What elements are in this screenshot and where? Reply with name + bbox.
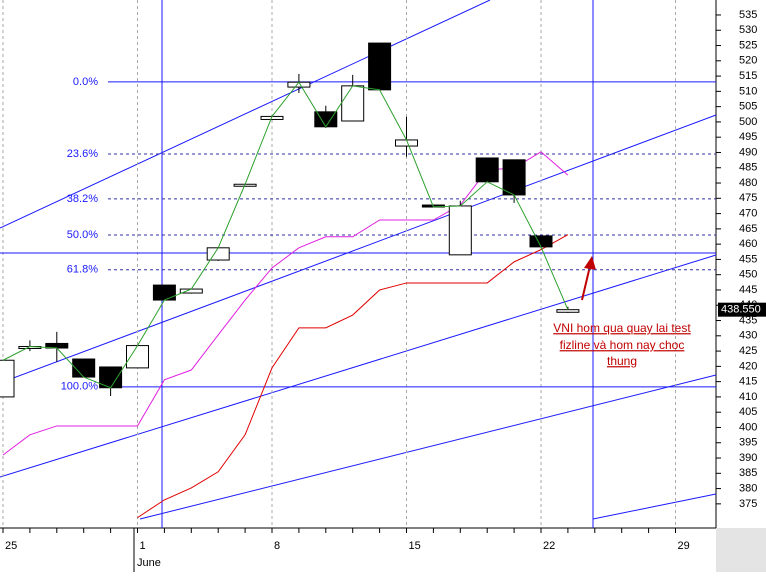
- y-tick-label: 510: [739, 85, 757, 97]
- trendline: [0, 0, 491, 229]
- trendline: [592, 493, 717, 520]
- fib-label: 0.0%: [73, 76, 98, 88]
- y-tick-label: 490: [739, 146, 757, 158]
- y-tick-label: 385: [739, 467, 757, 479]
- month-label: June: [137, 557, 161, 569]
- fib-label: 38.2%: [67, 193, 98, 205]
- fib-label: 50.0%: [67, 229, 98, 241]
- x-tick-label: 1: [140, 540, 146, 552]
- y-tick-label: 410: [739, 391, 757, 403]
- y-tick-label: 535: [739, 9, 757, 21]
- y-tick-label: 435: [739, 314, 757, 326]
- candle-body: [0, 359, 15, 398]
- y-tick-label: 520: [739, 55, 757, 67]
- y-tick-label: 420: [739, 360, 757, 372]
- candle-body: [529, 235, 553, 248]
- y-tick-label: 415: [739, 376, 757, 388]
- y-tick-label: 400: [739, 421, 757, 433]
- arrow-head: [584, 256, 596, 270]
- y-tick-label: 430: [739, 330, 757, 342]
- candle-body: [448, 205, 472, 256]
- overlay-line: [137, 234, 569, 519]
- trendlines: [0, 0, 717, 528]
- y-tick-label: 375: [739, 498, 757, 510]
- y-tick-label: 470: [739, 207, 757, 219]
- y-tick-label: 495: [739, 131, 757, 143]
- y-tick-label: 425: [739, 345, 757, 357]
- last-price-label: 438.550: [721, 304, 761, 316]
- y-tick-label: 460: [739, 238, 757, 250]
- last-price-box: [718, 302, 766, 317]
- trendline: [139, 374, 717, 520]
- trendline: [0, 254, 717, 478]
- fib-label: 23.6%: [67, 148, 98, 160]
- corner-box: [716, 528, 766, 572]
- annotation: fizline và hom nay choc: [560, 338, 685, 352]
- y-tick-label: 405: [739, 406, 757, 418]
- arrow-shaft: [581, 265, 591, 301]
- y-tick-label: 505: [739, 101, 757, 113]
- candle-body: [152, 284, 176, 301]
- fib-label: 61.8%: [67, 264, 98, 276]
- y-tick-label: 475: [739, 192, 757, 204]
- y-tick-label: 530: [739, 24, 757, 36]
- candle-body: [475, 157, 499, 183]
- y-tick-label: 380: [739, 482, 757, 494]
- y-tick-label: 465: [739, 223, 757, 235]
- y-tick-label: 395: [739, 437, 757, 449]
- x-tick-label: 25: [5, 540, 17, 552]
- y-tick-label: 450: [739, 269, 757, 281]
- x-tick-label: 15: [409, 540, 421, 552]
- x-tick-label: 22: [543, 540, 555, 552]
- y-tick-label: 445: [739, 284, 757, 296]
- overlay-line: [2, 151, 569, 456]
- y-tick-label: 485: [739, 162, 757, 174]
- annotation: VNI hom qua quay lai test: [553, 321, 691, 335]
- y-tick-label: 480: [739, 177, 757, 189]
- close-line: [2, 81, 569, 389]
- y-tick-label: 390: [739, 452, 757, 464]
- y-tick-label: 455: [739, 253, 757, 265]
- y-tick-label: 500: [739, 116, 757, 128]
- arrow: [581, 256, 596, 301]
- x-tick-label: 29: [678, 540, 690, 552]
- annotation: thung: [607, 354, 637, 368]
- candle-body: [206, 247, 230, 261]
- y-tick-label: 525: [739, 39, 757, 51]
- trendline: [0, 114, 717, 384]
- candle-body: [368, 42, 392, 91]
- candle-body: [502, 159, 526, 196]
- candle-body: [556, 309, 580, 313]
- fib-label: 100.0%: [61, 381, 99, 393]
- candle-body: [341, 85, 365, 122]
- x-tick-label: 8: [274, 540, 280, 552]
- y-tick-label: 515: [739, 70, 757, 82]
